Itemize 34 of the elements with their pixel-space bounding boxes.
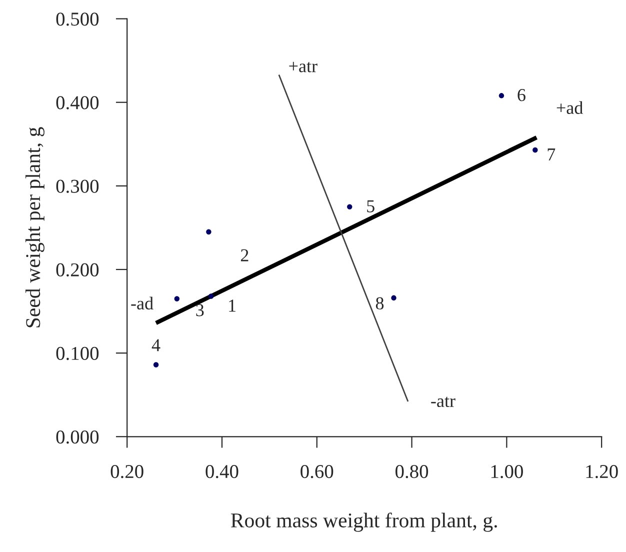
x-tick-label: 1.00 xyxy=(491,464,523,478)
annotation: +atr xyxy=(289,62,318,72)
point xyxy=(391,295,396,300)
y-tick-label: 0.400 xyxy=(56,96,99,110)
y-tick-label: 0.000 xyxy=(56,430,99,444)
y-tick-label: 0.500 xyxy=(56,12,99,26)
point xyxy=(206,229,212,234)
y-tick-label: 0.200 xyxy=(56,263,99,277)
point xyxy=(174,296,180,302)
x-axis-title: Root mass weight from plant, g. xyxy=(230,512,497,532)
x-tick-label: 0.60 xyxy=(300,464,334,478)
annotation: 4 xyxy=(152,339,160,352)
point xyxy=(498,93,504,98)
point xyxy=(208,294,214,299)
annotation: 3 xyxy=(196,304,204,316)
annotation: 2 xyxy=(240,249,248,262)
y-tick-label: 0.300 xyxy=(56,180,99,193)
annotation: 5 xyxy=(367,200,374,212)
point xyxy=(347,204,352,210)
annotation: -ad xyxy=(131,296,154,310)
annotation: +ad xyxy=(556,101,583,114)
annotation: 6 xyxy=(518,89,526,102)
annotation: -atr xyxy=(431,396,456,408)
annotation: 1 xyxy=(229,300,236,312)
x-tick-label: 1.20 xyxy=(586,464,618,478)
point xyxy=(153,362,159,368)
x-tick-label: 0.40 xyxy=(206,464,238,478)
y-tick-label: 0.100 xyxy=(56,346,99,360)
x-tick-label: 0.80 xyxy=(396,464,428,478)
annotation: 8 xyxy=(376,297,384,310)
y-axis-title: Seed weight per plant, g xyxy=(25,127,44,328)
annotation: 7 xyxy=(548,148,556,160)
x-tick-label: 0.20 xyxy=(110,464,144,478)
point xyxy=(532,147,538,153)
